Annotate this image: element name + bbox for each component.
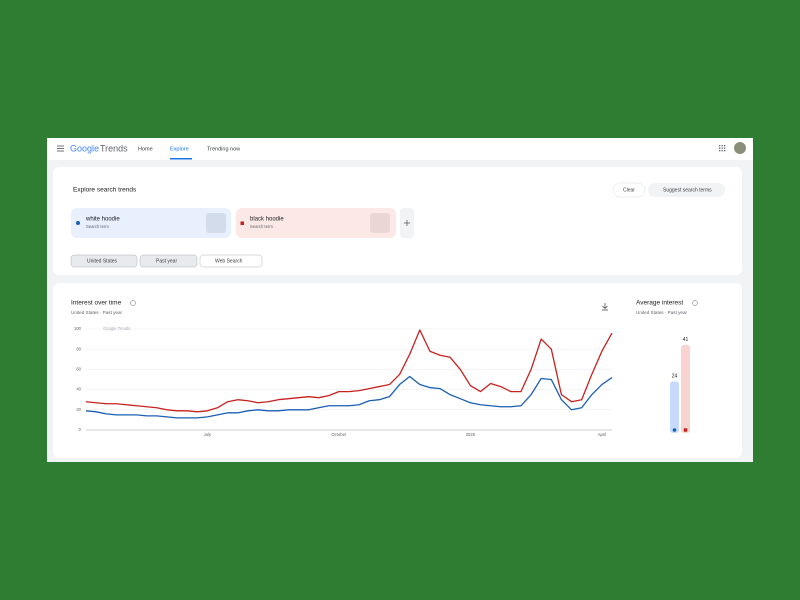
series-line <box>85 375 613 419</box>
section-title: Explore search trends <box>73 187 137 194</box>
series-line <box>85 329 613 413</box>
term-dot <box>76 221 80 225</box>
y-tick-label: 60 <box>76 367 81 372</box>
filter-label: United States <box>87 258 118 264</box>
filter[interactable] <box>70 254 138 268</box>
nav-underline <box>170 158 192 160</box>
menu-icon[interactable] <box>57 145 64 152</box>
term-name: black hoodie <box>250 217 284 223</box>
legend-dot <box>672 428 677 432</box>
filter-label: Past year <box>156 258 177 264</box>
term-kind: Search term <box>86 224 109 229</box>
x-tick-label: July <box>204 432 212 437</box>
logo[interactable]: Google <box>70 143 99 153</box>
avatar[interactable] <box>734 142 746 154</box>
info-icon[interactable] <box>692 300 698 306</box>
watermark: Google Trends <box>103 326 130 331</box>
term-icon[interactable] <box>206 213 226 233</box>
apps-icon[interactable] <box>719 145 726 152</box>
x-tick-label: 2026 <box>466 432 476 437</box>
term-square <box>240 221 244 225</box>
y-tick-label: 100 <box>74 326 82 331</box>
term-chip[interactable] <box>71 208 231 238</box>
legend-square <box>683 428 688 432</box>
average-label: 41 <box>683 337 689 343</box>
top-bar <box>47 138 753 160</box>
average-subtitle: United States · Past year <box>636 310 688 315</box>
clear-button[interactable] <box>612 182 646 198</box>
interest-card <box>53 283 742 458</box>
nav-link[interactable]: Explore <box>170 146 189 152</box>
average-bar <box>670 381 679 433</box>
average-title: Average interest <box>636 300 683 307</box>
average-label: 24 <box>672 374 678 380</box>
button-label: Clear <box>623 187 635 193</box>
info-icon[interactable] <box>130 300 136 306</box>
y-tick-label: 80 <box>76 346 81 351</box>
filter-label: Web Search <box>215 258 243 264</box>
suggest-button[interactable] <box>648 183 725 197</box>
explore-card <box>53 167 742 275</box>
filter[interactable] <box>139 254 198 268</box>
nav-link[interactable]: Home <box>138 146 153 152</box>
chart-subtitle: United States · Past year <box>71 310 123 315</box>
logo-product[interactable]: Trends <box>100 143 128 153</box>
x-tick-label: April <box>598 432 606 437</box>
y-tick-label: 40 <box>76 387 81 392</box>
nav-link[interactable]: Trending now <box>207 146 240 152</box>
term-name: white hoodie <box>85 217 120 223</box>
y-tick-label: 0 <box>79 427 82 432</box>
average-bar <box>681 344 690 433</box>
term-chip[interactable] <box>236 208 396 238</box>
button-label: Suggest search terms <box>663 187 712 193</box>
term-kind: Search term <box>250 224 273 229</box>
chart-title: Interest over time <box>71 300 122 307</box>
filter[interactable] <box>199 254 263 268</box>
y-tick-label: 20 <box>76 407 81 412</box>
plus-icon <box>404 220 410 226</box>
x-tick-label: October <box>331 432 347 437</box>
download-icon[interactable] <box>602 303 608 311</box>
term-icon[interactable] <box>370 213 390 233</box>
